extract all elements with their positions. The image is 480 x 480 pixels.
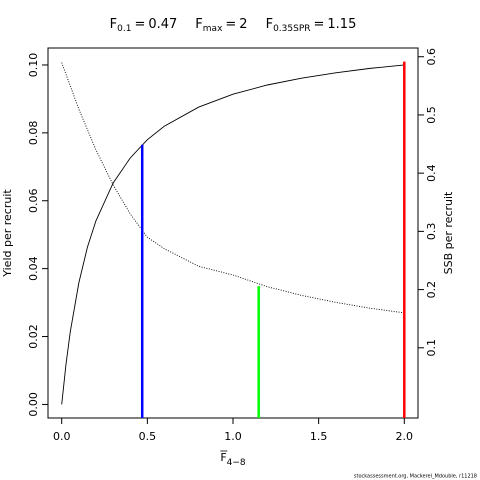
y2-tick-label: 0.6 [425,48,438,65]
y-tick-label: 0.08 [27,121,40,146]
y2-tick-label: 0.4 [425,164,438,182]
x-tick-label: 0.5 [139,430,157,443]
title-equals: = [314,17,325,32]
title-subscript: 0.35SPR [273,24,310,34]
series-line [61,64,405,405]
title-value: 1.15 [327,17,356,32]
x-label-symbol: F [220,451,226,464]
y2-tick-label: 0.1 [425,339,438,357]
series-line [61,62,405,314]
title-symbol: F [110,17,117,32]
y-axis-label: Yield per recruit [1,189,14,278]
x-tick-label: 2.0 [396,430,414,443]
y-tick-label: 0.06 [27,189,40,214]
y2-tick-label: 0.2 [425,281,438,299]
y-tick-label: 0.00 [27,392,40,417]
y-tick-label: 0.10 [27,53,40,78]
title-value: 2 [239,17,247,32]
y2-tick-label: 0.3 [425,223,438,241]
y-tick-label: 0.04 [27,256,40,281]
title-subscript: max [203,24,223,34]
caption: stockassessment.org, Mackerel_Mdouble, r… [354,474,477,480]
x-axis-label: F4−8 [220,451,246,468]
x-tick-label: 1.0 [224,430,242,443]
title-equals: = [134,17,145,32]
title-subscript: 0.1 [117,24,131,34]
x-tick-label: 0.0 [53,430,71,443]
x-label-subscript: 4−8 [227,458,246,468]
title-equals: = [225,17,236,32]
plot-frame [47,47,419,419]
y2-axis-label: SSB per recruit [442,191,455,274]
title-symbol: F [266,17,273,32]
y-tick-label: 0.02 [27,324,40,349]
title-value: 0.47 [148,17,177,32]
chart-title: F0.1 = 0.47 Fmax = 2 F0.35SPR = 1.15 [110,17,357,34]
y2-tick-label: 0.5 [425,106,438,124]
x-tick-label: 1.5 [310,430,328,443]
title-symbol: F [195,17,202,32]
